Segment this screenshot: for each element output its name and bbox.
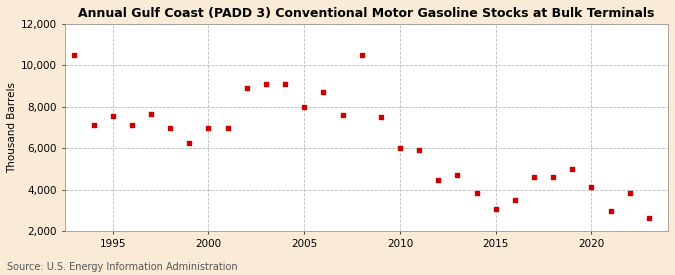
Point [337,113,348,117]
Point [126,123,137,128]
Point [299,104,310,109]
Point [375,115,386,119]
Point [242,86,252,90]
Y-axis label: Thousand Barrels: Thousand Barrels [7,82,17,173]
Point [184,141,195,145]
Point [88,123,99,128]
Point [279,82,290,86]
Point [567,167,578,171]
Point [452,173,463,177]
Point [529,175,539,180]
Point [222,125,233,130]
Point [586,185,597,189]
Point [261,82,271,86]
Point [643,216,654,220]
Point [433,178,443,183]
Point [414,148,425,153]
Point [107,114,118,118]
Point [548,175,559,180]
Point [471,191,482,195]
Title: Annual Gulf Coast (PADD 3) Conventional Motor Gasoline Stocks at Bulk Terminals: Annual Gulf Coast (PADD 3) Conventional … [78,7,655,20]
Point [395,146,406,150]
Point [69,53,80,57]
Point [203,125,214,130]
Point [165,125,176,130]
Point [490,207,501,211]
Point [624,191,635,195]
Point [356,53,367,57]
Point [318,90,329,95]
Point [510,198,520,202]
Text: Source: U.S. Energy Information Administration: Source: U.S. Energy Information Administ… [7,262,238,272]
Point [146,112,157,116]
Point [605,209,616,214]
